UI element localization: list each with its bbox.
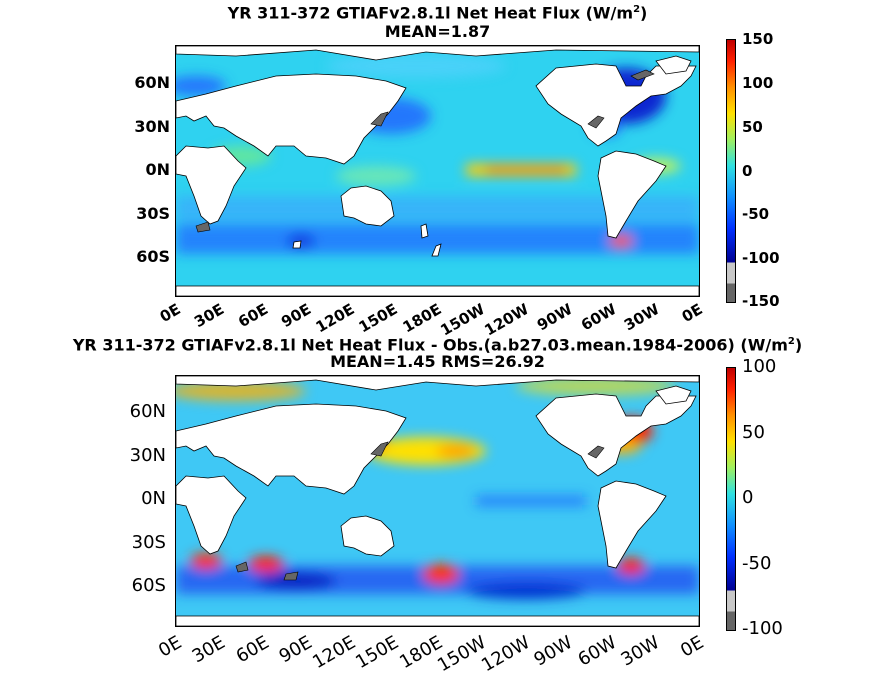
panel1-map xyxy=(175,45,700,297)
panel1-lat-label: 0N xyxy=(145,160,170,179)
panel1-lon-label: 150E xyxy=(356,300,401,337)
panel2-lon-label: 60E xyxy=(232,632,273,668)
panel2-map xyxy=(175,375,700,627)
panel1-colorbar-tick: -150 xyxy=(742,292,780,310)
panel1-lon-label: 60E xyxy=(235,300,271,332)
panel2-lon-label: 150E xyxy=(352,632,403,674)
panel1-colorbar-tick: 50 xyxy=(742,118,763,136)
panel2-lon-label: 120E xyxy=(309,632,360,674)
panel2-colorbar-tick: -100 xyxy=(742,618,783,639)
panel2-land xyxy=(176,376,699,626)
panel2-lat-label: 30N xyxy=(129,445,166,466)
panel2-colorbar-tick: -50 xyxy=(742,553,772,574)
panel1-lon-label: 0E xyxy=(679,300,706,326)
panel2-lon-label: 30W xyxy=(617,632,664,671)
panel2-lat-label: 60S xyxy=(131,575,166,596)
panel1-map-svg xyxy=(176,46,699,296)
panel2-colorbar-tick: 0 xyxy=(742,487,754,508)
panel1-lat-label: 60S xyxy=(136,247,170,266)
panel1-lon-label: 30W xyxy=(620,300,662,335)
panel1-lat-label: 30N xyxy=(134,117,170,136)
panel1-missing xyxy=(195,69,655,233)
panel2-lon-label: 90W xyxy=(530,632,577,671)
panel2-title: YR 311-372 GTIAFv2.8.1l Net Heat Flux - … xyxy=(72,335,803,355)
panel1-lon-label: 90E xyxy=(278,300,314,332)
panel2-lat-label: 0N xyxy=(141,488,166,509)
panel1-lon-label: 90W xyxy=(533,300,575,335)
panel1-colorbar-tick: 100 xyxy=(742,74,774,92)
panel1-lat-label: 30S xyxy=(136,204,170,223)
panel1-land xyxy=(176,46,699,296)
panel2-colorbar-tick: 50 xyxy=(742,422,765,443)
panel2-lon-label: 120W xyxy=(477,632,534,676)
panel2-lon-label: 60W xyxy=(574,632,621,671)
panel2-lon-label: 90E xyxy=(275,632,316,668)
panel1-colorbar xyxy=(726,39,736,303)
panel1-colorbar-tick: -100 xyxy=(742,249,780,267)
panel2-lon-label: 0E xyxy=(677,632,708,662)
panel1-lon-label: 0E xyxy=(157,300,184,326)
panel1-title: YR 311-372 GTIAFv2.8.1l Net Heat Flux (W… xyxy=(227,3,648,23)
panel1-colorbar-tick: 0 xyxy=(742,162,753,180)
panel2-missing xyxy=(235,441,605,581)
panel2-subtitle: MEAN=1.45 RMS=26.92 xyxy=(330,352,545,371)
panel1-lon-label: 120E xyxy=(313,300,358,337)
panel2-map-svg xyxy=(176,376,699,626)
panel2-colorbar xyxy=(726,367,736,631)
panel1-colorbar-tick: -50 xyxy=(742,205,770,223)
panel2-lon-label: 150W xyxy=(433,632,490,676)
panel2-lon-label: 0E xyxy=(155,632,186,662)
panel1-colorbar-tick: 150 xyxy=(742,30,774,48)
panel1-lat-label: 60N xyxy=(134,73,170,92)
panel2-lon-label: 30E xyxy=(188,632,229,668)
panel1-lon-label: 60W xyxy=(577,300,619,335)
panel2-colorbar-tick: 100 xyxy=(742,356,777,377)
panel1-lon-label: 180E xyxy=(400,300,445,337)
panel1-lon-label: 30E xyxy=(191,300,227,332)
panel2-lat-label: 30S xyxy=(131,532,166,553)
panel1-subtitle: MEAN=1.87 xyxy=(384,22,491,41)
panel2-lat-label: 60N xyxy=(129,401,166,422)
